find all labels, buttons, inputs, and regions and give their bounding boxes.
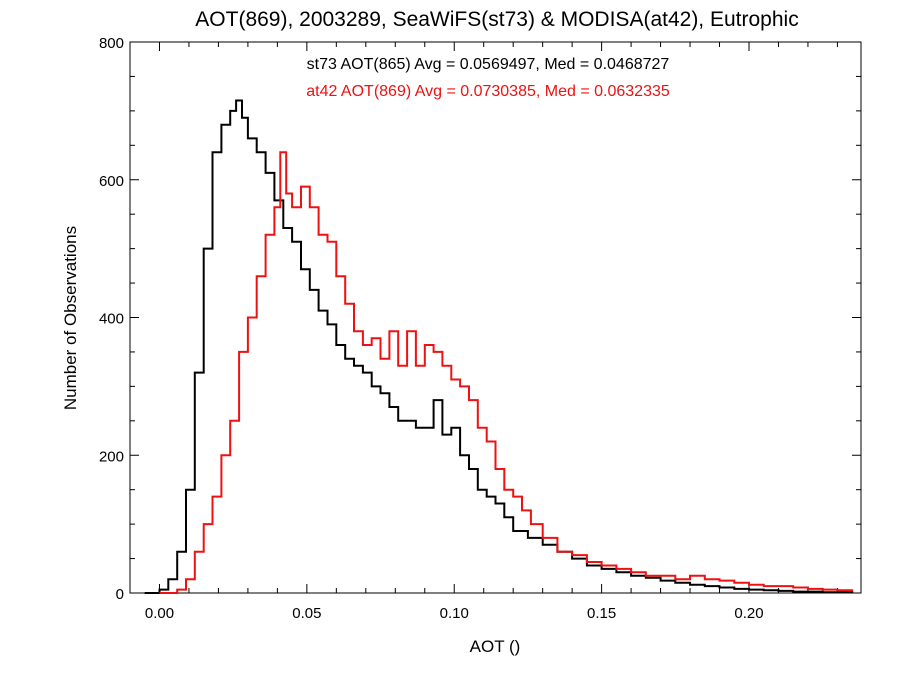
y-axis-label: Number of Observations [61, 226, 80, 410]
x-axis: 0.00 0.05 0.10 0.15 0.20 [145, 42, 838, 622]
x-tick-label: 0.00 [145, 605, 174, 622]
series-at42-line [159, 151, 854, 594]
y-tick-label: 600 [99, 173, 124, 190]
y-tick-label: 0 [116, 586, 124, 603]
series-st73-line [144, 99, 854, 594]
y-tick-label: 200 [99, 448, 124, 465]
x-tick-label: 0.05 [292, 605, 321, 622]
annotation-at42-stats: at42 AOT(869) Avg = 0.0730385, Med = 0.0… [306, 83, 670, 100]
x-axis-label: AOT () [470, 637, 521, 656]
series-layer [144, 99, 854, 594]
plot-frame [129, 41, 862, 594]
x-tick-label: 0.15 [587, 605, 616, 622]
chart-title: AOT(869), 2003289, SeaWiFS(st73) & MODIS… [195, 8, 798, 31]
annotation-st73-stats: st73 AOT(865) Avg = 0.0569497, Med = 0.0… [307, 56, 670, 73]
y-tick-label: 800 [99, 35, 124, 52]
x-tick-label: 0.20 [734, 605, 763, 622]
x-tick-label: 0.10 [440, 605, 469, 622]
y-axis: 0 200 400 600 800 [99, 35, 861, 603]
y-tick-label: 400 [99, 311, 124, 328]
